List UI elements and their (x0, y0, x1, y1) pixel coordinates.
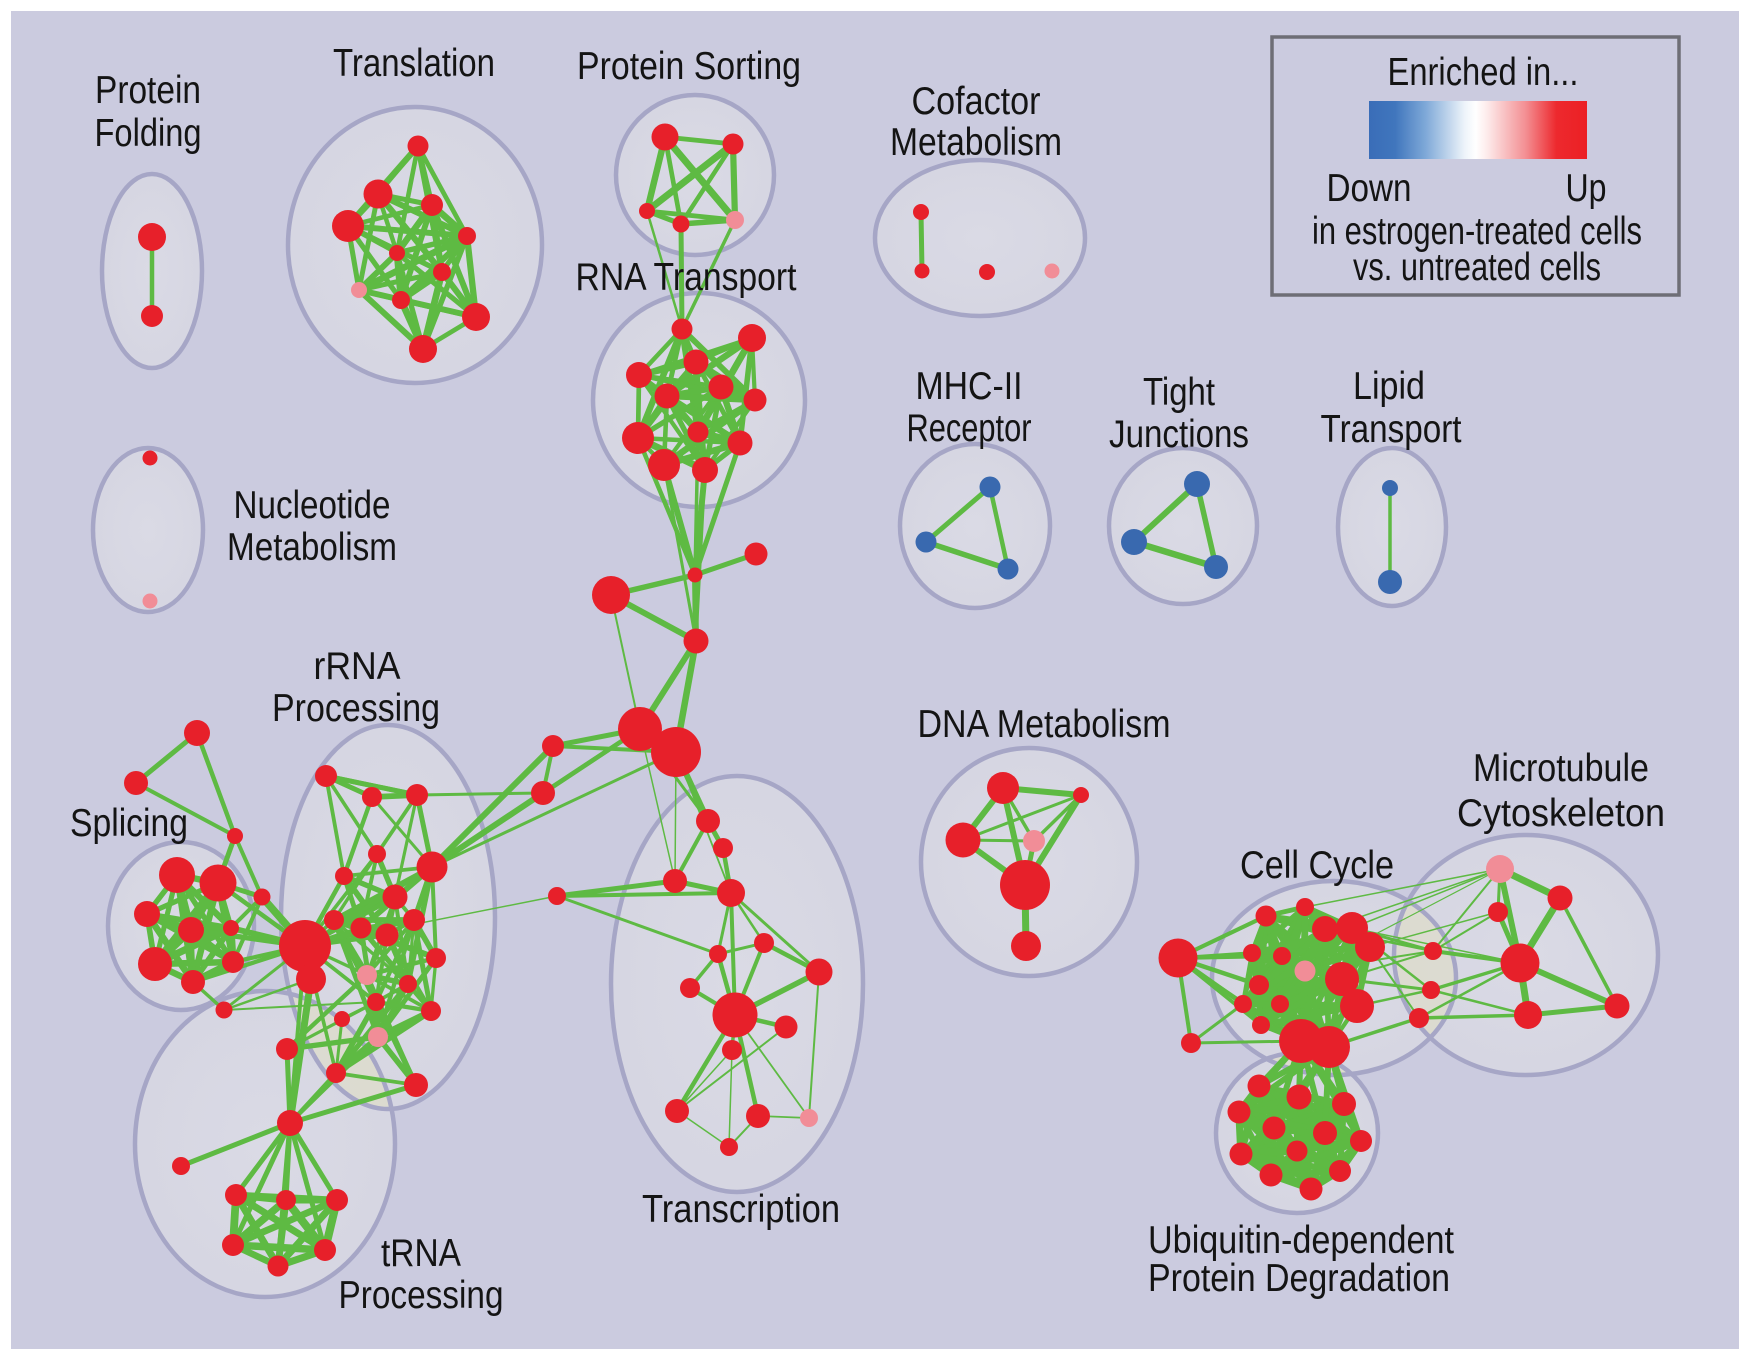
svg-text:RNA Transport: RNA Transport (576, 256, 797, 299)
svg-text:rRNA: rRNA (314, 645, 401, 688)
svg-text:Metabolism: Metabolism (890, 121, 1062, 164)
svg-text:Up: Up (1566, 167, 1607, 210)
svg-text:Transcription: Transcription (642, 1188, 840, 1231)
svg-text:Enriched in...: Enriched in... (1388, 51, 1579, 94)
svg-text:Lipid: Lipid (1353, 365, 1425, 408)
svg-text:Nucleotide: Nucleotide (234, 484, 391, 527)
svg-text:in estrogen-treated cells: in estrogen-treated cells (1312, 210, 1642, 253)
svg-text:Processing: Processing (272, 687, 440, 730)
svg-text:Protein Degradation: Protein Degradation (1148, 1257, 1450, 1300)
svg-text:DNA Metabolism: DNA Metabolism (918, 703, 1171, 746)
svg-text:Receptor: Receptor (907, 407, 1032, 450)
svg-text:Splicing: Splicing (70, 802, 188, 845)
svg-text:Protein: Protein (95, 69, 201, 112)
svg-text:Ubiquitin-dependent: Ubiquitin-dependent (1148, 1219, 1454, 1262)
svg-text:Cell Cycle: Cell Cycle (1240, 844, 1394, 887)
svg-text:Folding: Folding (95, 112, 202, 155)
svg-text:Translation: Translation (333, 42, 495, 85)
svg-text:Microtubule: Microtubule (1473, 747, 1649, 790)
svg-text:Down: Down (1327, 167, 1412, 210)
svg-text:Metabolism: Metabolism (227, 526, 397, 569)
svg-text:Processing: Processing (339, 1274, 504, 1317)
svg-text:Tight: Tight (1143, 371, 1215, 414)
svg-text:Protein Sorting: Protein Sorting (577, 45, 801, 88)
svg-text:tRNA: tRNA (381, 1232, 461, 1275)
svg-text:Cytoskeleton: Cytoskeleton (1457, 792, 1665, 835)
svg-text:MHC-II: MHC-II (916, 365, 1023, 408)
svg-text:vs. untreated cells: vs. untreated cells (1353, 246, 1601, 289)
svg-text:Cofactor: Cofactor (912, 80, 1041, 123)
svg-text:Transport: Transport (1321, 408, 1462, 451)
svg-text:Junctions: Junctions (1109, 413, 1249, 456)
